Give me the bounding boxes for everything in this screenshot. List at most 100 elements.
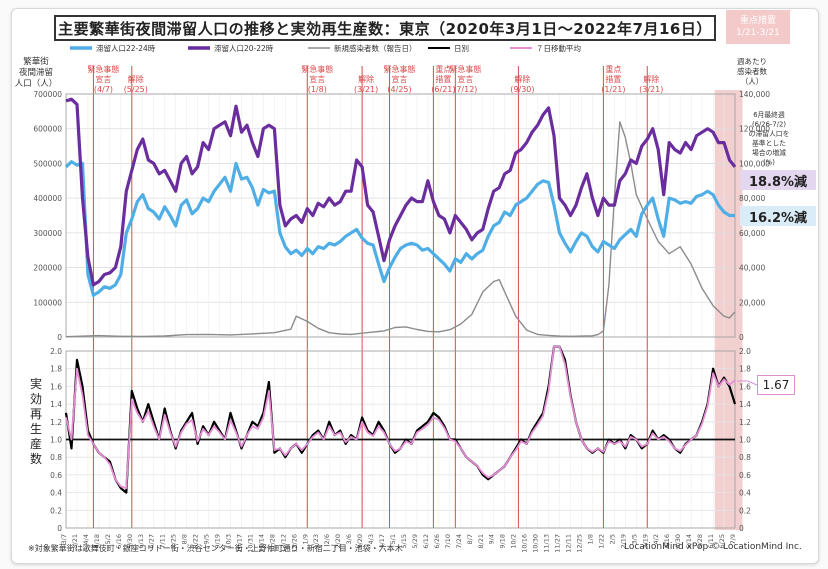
legend-label: ７日移動平均 bbox=[536, 43, 581, 53]
bottom-y2-tick-label: 1.6 bbox=[739, 382, 751, 391]
x-tick-label: 5/16 bbox=[115, 534, 123, 549]
x-tick-label: 7/9 bbox=[729, 534, 737, 544]
side-note-line: (6/26-7/2) bbox=[752, 121, 786, 129]
top-y-tick-label: 400000 bbox=[33, 194, 62, 203]
top-y-axis-title: 夜間滞留 bbox=[19, 67, 53, 78]
x-tick-label: 9/5 bbox=[203, 534, 211, 544]
x-tick-label: 6/12 bbox=[422, 534, 430, 549]
x-tick-label: 1/9 bbox=[301, 534, 309, 544]
event-label-line1: 重点 bbox=[435, 64, 451, 74]
chart-title: 主要繁華街夜間滞留人口の推移と実効再生産数：東京（2020年3月1日〜2022年… bbox=[54, 15, 716, 41]
bottom-y-axis-title: 産 bbox=[30, 436, 42, 451]
x-tick-label: 4/16 bbox=[663, 534, 671, 549]
side-note-line: (%) bbox=[763, 159, 775, 167]
x-tick-label: 3/7 bbox=[60, 534, 68, 544]
top-y-axis-title: 繁華街 bbox=[23, 56, 49, 67]
bottom-y-axis-title: 生 bbox=[30, 422, 42, 436]
x-tick-label: 5/14 bbox=[685, 534, 693, 549]
x-tick-label: 1/22 bbox=[597, 534, 605, 549]
bottom-y2-tick-label: 1.2 bbox=[739, 418, 751, 427]
x-tick-label: 3/21 bbox=[71, 534, 79, 549]
top-y2-tick-label: 140,000 bbox=[739, 90, 770, 99]
legend-label: 日別 bbox=[454, 44, 469, 53]
rt-value-pointer bbox=[737, 380, 758, 386]
bottom-y-tick-label: 2.0 bbox=[50, 347, 62, 356]
event-label-line2: 宣言 bbox=[309, 74, 325, 84]
x-tick-label: 11/13 bbox=[543, 534, 551, 553]
side-note-line: 基準とした bbox=[752, 139, 786, 148]
bottom-y2-tick-label: 0 bbox=[739, 524, 744, 533]
bottom-y-tick-label: 0 bbox=[57, 524, 62, 533]
top-y2-tick-label: 100,000 bbox=[739, 159, 770, 168]
x-tick-label: 5/15 bbox=[400, 534, 408, 549]
top-y-tick-label: 500000 bbox=[33, 159, 62, 168]
event-label-date: (5/25) bbox=[124, 85, 148, 94]
bottom-y-axis-title: 効 bbox=[30, 391, 42, 406]
series-2022-line bbox=[65, 97, 737, 287]
top-y-tick-label: 700000 bbox=[33, 90, 62, 99]
x-tick-label: 3/19 bbox=[641, 534, 649, 549]
x-tick-label: 11/27 bbox=[554, 534, 562, 553]
bottom-y2-tick-label: 0.8 bbox=[739, 453, 751, 462]
footnote: ※対象繁華街は歌舞伎町・銀座コリドー街・渋谷センター街・上野仲町通り・新宿二丁目… bbox=[28, 544, 403, 553]
badge-label: 重点措置 bbox=[739, 16, 776, 26]
emphasis-badge: 重点措置 1/21-3/21 bbox=[726, 10, 790, 44]
x-tick-label: 10/3 bbox=[225, 534, 233, 549]
bottom-y-tick-label: 1.2 bbox=[50, 418, 62, 427]
side-note-line: の滞留人口を bbox=[749, 129, 790, 138]
latest-rt-value: 1.67 bbox=[757, 375, 795, 395]
event-label-line2: 措置 bbox=[435, 74, 451, 84]
x-tick-label: 8/21 bbox=[477, 534, 485, 549]
side-note-line: 場合の増減 bbox=[752, 148, 786, 157]
top-y-tick-label: 200000 bbox=[33, 264, 62, 273]
reduction-2022-label: 18.8%減 bbox=[740, 170, 816, 190]
side-note-line: 6月最終週 bbox=[753, 110, 785, 119]
x-tick-label: 9/4 bbox=[488, 534, 496, 544]
top-y2-tick-label: 20,000 bbox=[739, 298, 765, 307]
top-y2-axis-title: 週あたり bbox=[737, 57, 767, 66]
x-tick-label: 8/22 bbox=[192, 534, 200, 549]
event-label-line1: 緊急事態 bbox=[87, 64, 119, 74]
x-tick-label: 12/11 bbox=[564, 534, 572, 553]
x-tick-label: 8/7 bbox=[466, 534, 474, 544]
x-tick-label: 3/5 bbox=[630, 534, 638, 544]
bottom-y-tick-label: 1.6 bbox=[50, 382, 62, 391]
top-y2-tick-label: 120,000 bbox=[739, 125, 770, 134]
event-label-date: (6/21) bbox=[431, 85, 455, 94]
credit-line: LocationMind xPop © LocationMind Inc. bbox=[624, 542, 802, 552]
bottom-y2-tick-label: 1.4 bbox=[739, 400, 751, 409]
x-tick-label: 4/4 bbox=[82, 534, 90, 544]
x-tick-label: 9/19 bbox=[214, 534, 222, 549]
x-tick-label: 1/23 bbox=[312, 534, 320, 549]
chart-card bbox=[11, 8, 819, 564]
event-label-line2: 解除 bbox=[643, 74, 659, 84]
x-tick-label: 7/11 bbox=[159, 534, 167, 549]
x-tick-label: 5/28 bbox=[696, 534, 704, 549]
event-label-date: (3/21) bbox=[639, 85, 663, 94]
x-tick-label: 3/6 bbox=[345, 534, 353, 544]
event-label-line2: 宣言 bbox=[457, 74, 473, 84]
x-tick-label: 3/20 bbox=[356, 534, 364, 549]
event-label-line2: 解除 bbox=[128, 74, 144, 84]
rt-7day-line bbox=[65, 345, 736, 490]
event-label-line1: 重点 bbox=[605, 64, 621, 74]
x-tick-label: 4/2 bbox=[652, 534, 660, 544]
event-label-date: (9/30) bbox=[510, 85, 534, 94]
bottom-y-tick-label: 0.2 bbox=[50, 506, 62, 515]
reduction-2022-value: 18.8%減 bbox=[748, 174, 808, 190]
x-tick-label: 10/17 bbox=[235, 534, 243, 553]
x-tick-label: 6/27 bbox=[148, 534, 156, 549]
event-label-date: (1/21) bbox=[601, 85, 625, 94]
x-tick-label: 6/11 bbox=[707, 534, 715, 549]
series-2224-line bbox=[64, 160, 735, 297]
top-y2-tick-label: 0 bbox=[739, 333, 744, 342]
event-label-date: (1/8) bbox=[308, 85, 327, 94]
bottom-y-axis-title: 数 bbox=[30, 451, 42, 466]
x-tick-label: 6/25 bbox=[718, 534, 726, 549]
event-label-line2: 解除 bbox=[358, 74, 374, 84]
x-tick-label: 10/2 bbox=[510, 534, 518, 549]
x-tick-label: 1/8 bbox=[586, 534, 594, 544]
x-tick-label: 12/26 bbox=[290, 534, 298, 553]
reduction-2224-value: 16.2%減 bbox=[748, 210, 808, 226]
